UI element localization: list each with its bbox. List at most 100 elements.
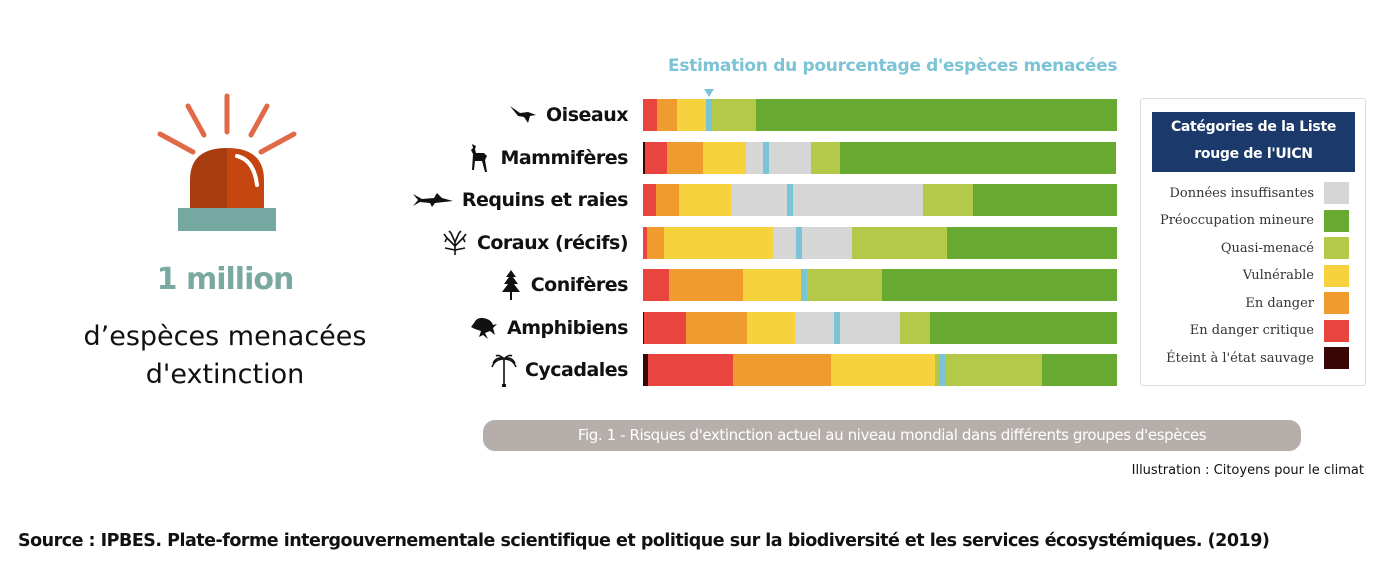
chart-title: Estimation du pourcentage d'espèces mena… xyxy=(668,56,1118,76)
legend-item: Quasi-menacé xyxy=(1221,236,1349,260)
bar-segment-nt xyxy=(923,184,973,216)
category-label: Coraux (récifs) xyxy=(441,228,629,258)
figure-caption: Fig. 1 - Risques d'extinction actuel au … xyxy=(483,420,1301,451)
bar-segment-vu xyxy=(679,184,732,216)
bar-segment-lc xyxy=(972,184,1117,216)
legend-item: Éteint à l'état sauvage xyxy=(1166,346,1349,370)
bar-segment-vu xyxy=(702,141,746,174)
threatened-estimate-marker xyxy=(704,89,715,131)
legend-swatch xyxy=(1324,319,1349,342)
alarm-light-icon xyxy=(157,93,297,231)
illustration-credit: Illustration : Citoyens pour le climat xyxy=(1131,463,1364,478)
threatened-estimate-marker xyxy=(796,226,803,259)
category-label-text: Amphibiens xyxy=(507,316,628,339)
legend-item: En danger xyxy=(1245,291,1349,315)
bar-segment-en xyxy=(686,311,748,344)
bar-segment-cr xyxy=(644,141,667,174)
legend-label: Éteint à l'état sauvage xyxy=(1166,350,1314,366)
shark-icon xyxy=(412,190,454,210)
legend-swatch xyxy=(1324,237,1349,259)
legend-swatch xyxy=(1324,292,1349,314)
bar-segment-cr xyxy=(643,311,687,344)
category-label-text: Requins et raies xyxy=(461,189,629,211)
stacked-bar xyxy=(643,354,1117,386)
legend-label: Données insuffisantes xyxy=(1169,185,1314,201)
bar-segment-dd xyxy=(745,141,811,174)
bar-segment-vu xyxy=(677,99,708,131)
conifer-icon xyxy=(499,269,523,301)
bar-segment-lc xyxy=(930,311,1117,344)
legend-item: En danger critique xyxy=(1190,319,1349,343)
bird-icon xyxy=(508,103,538,127)
bar-segment-nt xyxy=(900,311,931,344)
stacked-bar xyxy=(643,269,1117,301)
bar-segment-vu xyxy=(747,311,796,344)
stacked-bar xyxy=(643,184,1117,216)
bar-segment-ex xyxy=(643,354,649,386)
stacked-bar xyxy=(643,89,1117,131)
bar-segment-en xyxy=(666,141,703,174)
bar-segment-cr xyxy=(648,354,734,386)
legend-item: Préoccupation mineure xyxy=(1160,209,1349,233)
legend-swatch xyxy=(1324,209,1349,232)
threatened-estimate-marker xyxy=(801,269,808,301)
legend-title: Catégories de la Liste rouge de l'UICN xyxy=(1152,112,1355,172)
bar-segment-cr xyxy=(643,99,658,131)
bar-segment-lc xyxy=(755,99,1117,131)
category-label-text: Coraux (récifs) xyxy=(476,231,629,254)
stat-value: 1 million xyxy=(156,262,295,297)
stat-description-line1: d’espèces menacées xyxy=(83,321,367,352)
bar-segment-en xyxy=(669,269,743,301)
bar-segment-ex xyxy=(643,311,644,344)
estimate-pointer-icon xyxy=(704,89,715,97)
bar-segment-en xyxy=(655,184,680,216)
bar-segment-lc xyxy=(881,269,1117,301)
threatened-estimate-marker xyxy=(938,354,945,386)
threatened-estimate-marker xyxy=(763,141,770,174)
legend-item: Vulnérable xyxy=(1243,264,1349,288)
stat-description: d’espèces menacées d'extinction xyxy=(40,318,410,394)
legend-label: Quasi-menacé xyxy=(1220,240,1314,256)
legend-item: Données insuffisantes xyxy=(1169,181,1349,205)
deer-icon xyxy=(466,142,492,174)
bar-segment-cr xyxy=(643,226,647,259)
category-label: Conifères xyxy=(499,269,629,301)
bar-segment-nt xyxy=(800,269,882,301)
bar-segment-vu xyxy=(831,354,935,386)
bar-segment-vu xyxy=(663,226,773,259)
category-label-text: Mammifères xyxy=(500,146,628,169)
bar-segment-en xyxy=(733,354,832,386)
bar-segment-cr xyxy=(643,184,656,216)
palm-icon xyxy=(491,353,517,387)
bar-segment-lc xyxy=(839,141,1117,174)
bar-segment-nt xyxy=(707,99,756,131)
coral-icon xyxy=(441,229,469,256)
legend-title-line1: Catégories de la Liste xyxy=(1170,119,1337,135)
bar-segment-lc xyxy=(946,226,1117,259)
legend-label: En danger critique xyxy=(1189,323,1314,338)
category-label: Requins et raies xyxy=(412,185,629,215)
category-label: Mammifères xyxy=(466,143,628,173)
source-citation: Source : IPBES. Plate-forme intergouvern… xyxy=(18,531,1270,551)
bar-segment-vu xyxy=(743,269,801,301)
bar-segment-en xyxy=(646,226,664,259)
bar-segment-dd xyxy=(772,226,853,259)
threatened-estimate-marker xyxy=(786,184,793,216)
category-label-text: Cycadales xyxy=(524,359,629,381)
category-label: Cycadales xyxy=(491,353,629,387)
bar-segment-dd xyxy=(795,311,901,344)
legend-label: En danger xyxy=(1245,295,1314,311)
category-label: Amphibiens xyxy=(469,313,628,343)
stacked-bar xyxy=(643,141,1117,174)
stacked-bar xyxy=(643,226,1117,259)
category-label-text: Conifères xyxy=(530,274,629,296)
stacked-bar xyxy=(643,311,1117,344)
category-label-text: Oiseaux xyxy=(546,104,628,126)
legend-label: Vulnérable xyxy=(1242,268,1314,283)
bar-segment-en xyxy=(657,99,678,131)
threatened-estimate-marker xyxy=(834,311,841,344)
legend-label: Préoccupation mineure xyxy=(1159,213,1314,228)
bar-segment-nt xyxy=(852,226,947,259)
legend-swatch xyxy=(1324,264,1349,287)
bar-segment-nt xyxy=(810,141,840,174)
